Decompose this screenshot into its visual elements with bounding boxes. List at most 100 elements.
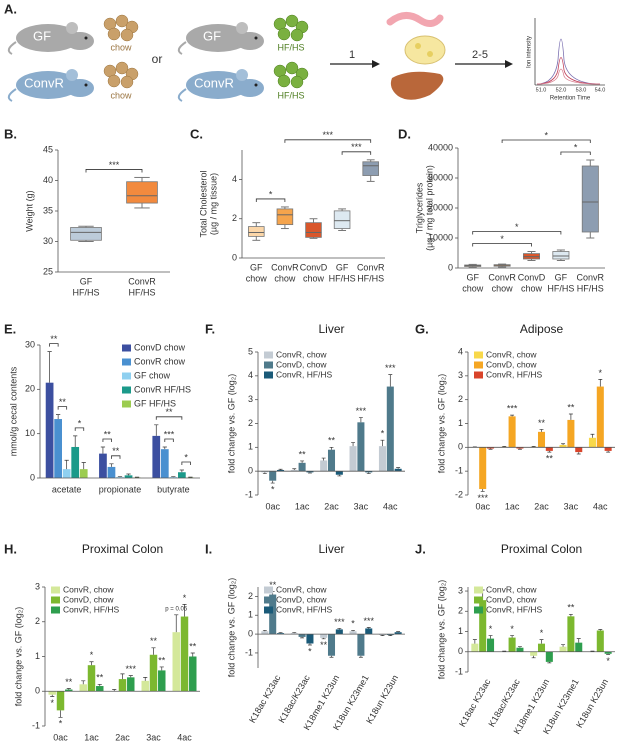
x-tick-label: GF	[555, 272, 568, 282]
y-axis-label: fold change vs. GF (log₂)	[436, 580, 446, 680]
bar	[508, 416, 516, 448]
error-bar	[100, 446, 106, 454]
error-bar	[590, 433, 595, 438]
bar	[277, 469, 285, 472]
panel-label: B.	[4, 126, 17, 141]
y-axis-label: Total Cholesterol	[198, 170, 208, 237]
step-label: 1	[349, 49, 355, 61]
significance-label: **	[150, 636, 158, 646]
legend-label: ConvD chow	[134, 342, 186, 352]
bar	[79, 684, 87, 692]
error-bar	[182, 604, 187, 617]
significance-bracket	[181, 461, 191, 466]
x-tick-label: ConvR	[577, 272, 605, 282]
legend-swatch	[474, 586, 483, 594]
significance-label: ***	[477, 493, 488, 503]
bar	[365, 471, 373, 473]
x-tick-label: 3ac	[146, 732, 161, 742]
error-bar	[151, 647, 156, 655]
significance-bracket	[472, 231, 562, 235]
error-bar	[159, 666, 164, 671]
hfhs-food	[273, 61, 309, 89]
error-bar	[510, 414, 515, 417]
bar	[487, 447, 495, 449]
significance-label: ***	[109, 160, 120, 170]
y-tick-label: 0	[448, 262, 453, 272]
error-bar	[58, 710, 63, 718]
panel-label: C.	[190, 126, 203, 141]
x-tick-label: HF/HS	[357, 273, 384, 283]
legend-label: ConvR, HF/HS	[63, 604, 120, 614]
bar	[365, 628, 373, 635]
bar	[567, 616, 575, 652]
error-bar	[321, 457, 326, 461]
hfhs-food	[273, 14, 309, 42]
y-tick-label: -1	[455, 466, 463, 476]
legend-label: GF HF/HS	[134, 398, 176, 408]
significance-label: *	[184, 452, 188, 462]
bar	[172, 632, 180, 692]
error-bar	[480, 489, 485, 492]
significance-bracket	[255, 198, 286, 202]
error-bar	[388, 635, 393, 636]
chow-food	[103, 61, 139, 89]
x-tick-label: ConvR	[128, 276, 156, 286]
significance-label: **	[189, 641, 197, 651]
significance-label: **	[320, 640, 328, 650]
chart-title: Proximal Colon	[82, 542, 163, 556]
bar	[335, 629, 343, 635]
error-bar	[262, 629, 267, 632]
legend-swatch	[264, 586, 273, 594]
error-bar	[128, 675, 133, 678]
legend-swatch	[474, 606, 483, 614]
bar	[107, 466, 116, 478]
bar	[545, 651, 553, 662]
legend-swatch	[264, 361, 273, 369]
bar	[349, 446, 357, 472]
error-bar	[64, 459, 69, 470]
bar	[261, 471, 269, 473]
error-bar	[351, 629, 356, 632]
y-tick-label: 5	[248, 346, 253, 356]
error-bar	[97, 683, 102, 687]
bar	[45, 382, 54, 478]
error-bar	[539, 639, 544, 644]
legend-swatch	[264, 596, 273, 604]
x-tick-label: ConvR	[357, 262, 385, 272]
legend-label: ConvD, chow	[486, 594, 537, 604]
legend-label: ConvR, chow	[63, 584, 114, 594]
significance-label: *	[50, 698, 54, 708]
bar	[479, 447, 487, 490]
significance-bracket	[155, 416, 183, 420]
y-tick-label: 25	[43, 266, 53, 276]
bar	[306, 634, 314, 644]
bar	[567, 419, 575, 448]
legend-label: ConvR, chow	[486, 349, 537, 359]
bar	[559, 444, 567, 448]
x-tick-label: 4ac	[593, 501, 608, 511]
error-bar	[358, 655, 363, 658]
bar	[604, 651, 612, 654]
bar	[320, 460, 328, 472]
y-tick-label: 1	[458, 418, 463, 428]
error-bar	[174, 614, 179, 633]
y-axis-label: fold change vs. GF (log₂)	[226, 578, 236, 678]
legend-swatch	[122, 386, 131, 394]
legend-swatch	[51, 606, 60, 614]
x-tick-label: HF/HS	[577, 283, 604, 293]
x-tick-label: butyrate	[157, 484, 190, 494]
panel-label: E.	[4, 321, 16, 336]
bar	[349, 631, 357, 635]
error-bar	[598, 629, 603, 631]
y-tick-label: 3	[35, 581, 40, 591]
error-bar	[380, 439, 385, 447]
significance-bracket	[284, 139, 372, 143]
legend-swatch	[474, 596, 483, 604]
y-tick-label: 4	[232, 174, 237, 184]
significance-label: *	[489, 624, 493, 634]
error-bar	[50, 694, 55, 697]
significance-label: **	[269, 580, 277, 590]
significance-bracket	[111, 455, 121, 459]
y-tick-label: 2	[248, 591, 253, 601]
x-tick-label: 0ac	[265, 501, 280, 511]
